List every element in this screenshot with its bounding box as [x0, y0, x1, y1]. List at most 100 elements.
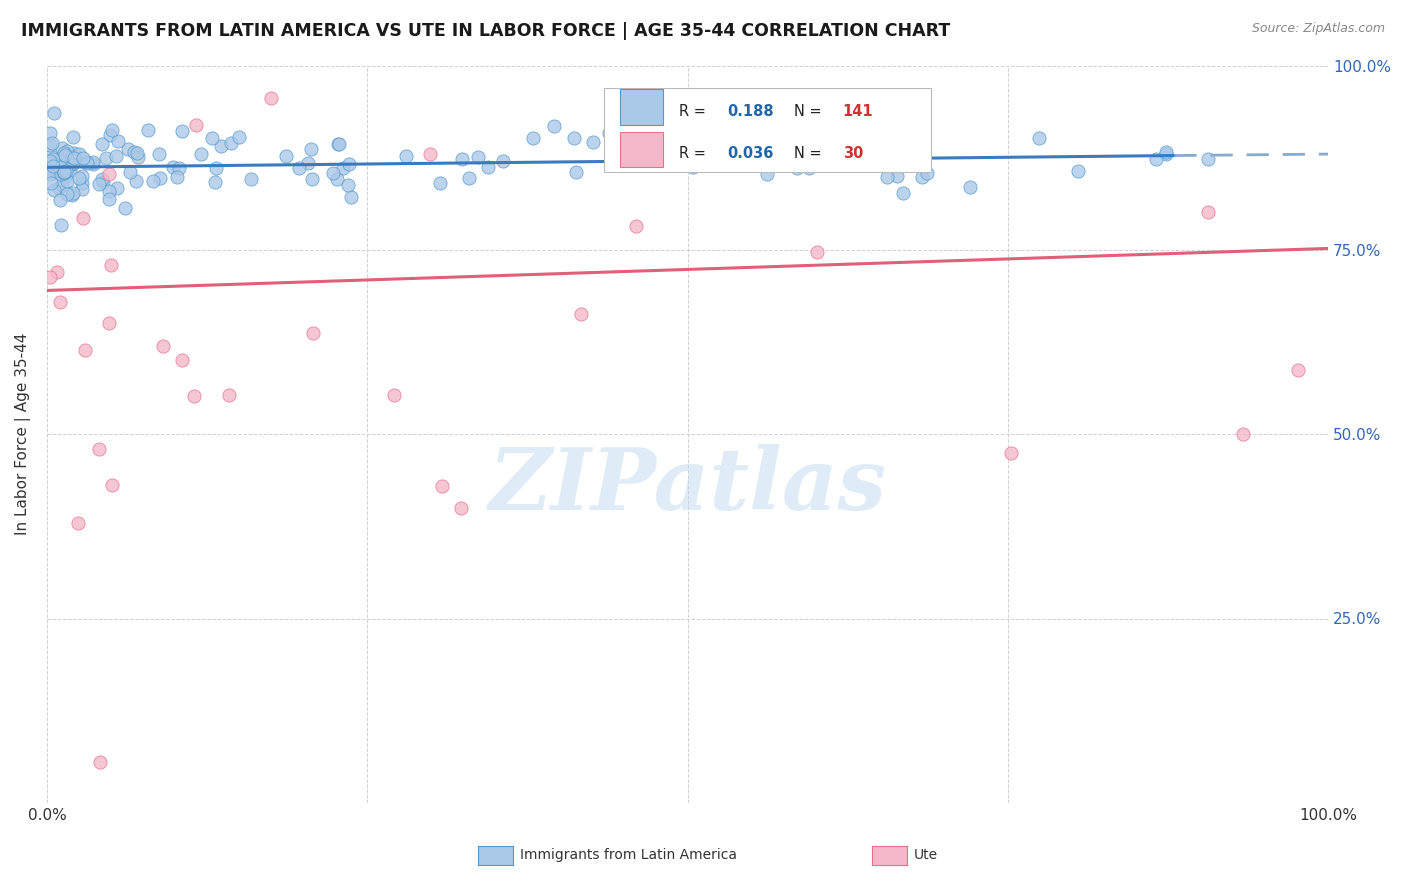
Point	[395, 149, 418, 163]
Text: N =: N =	[794, 104, 827, 119]
Point	[42, 105, 65, 120]
Point	[44, 183, 66, 197]
Point	[56, 186, 79, 201]
Point	[910, 170, 932, 185]
Point	[149, 170, 172, 185]
Point	[60, 157, 83, 171]
Point	[97, 184, 120, 198]
Text: R =: R =	[679, 104, 710, 119]
Point	[458, 171, 481, 186]
Point	[107, 134, 129, 148]
Point	[62, 186, 84, 200]
Point	[100, 258, 122, 272]
Point	[652, 141, 675, 155]
Point	[120, 165, 142, 179]
Point	[38, 162, 60, 177]
Point	[325, 172, 347, 186]
Point	[322, 166, 344, 180]
Text: 30: 30	[842, 146, 863, 161]
Point	[91, 171, 114, 186]
Point	[184, 118, 207, 132]
Point	[204, 175, 226, 189]
Point	[125, 174, 148, 188]
Point	[844, 153, 866, 168]
Text: 141: 141	[842, 104, 873, 119]
Text: ZIPatlas: ZIPatlas	[488, 444, 887, 527]
Text: 0.036: 0.036	[727, 146, 773, 161]
Point	[72, 169, 94, 183]
Point	[148, 147, 170, 161]
Point	[63, 146, 86, 161]
Point	[72, 211, 94, 225]
Point	[756, 145, 779, 160]
Point	[72, 151, 94, 165]
Bar	[620, 89, 664, 125]
Point	[44, 156, 66, 170]
Point	[39, 149, 62, 163]
Point	[42, 159, 65, 173]
Point	[162, 161, 184, 175]
Point	[38, 154, 60, 169]
Point	[1028, 131, 1050, 145]
Point	[172, 353, 194, 368]
Point	[38, 137, 60, 152]
Point	[1197, 153, 1219, 167]
Point	[105, 181, 128, 195]
Point	[42, 164, 65, 178]
Point	[52, 166, 75, 180]
Point	[219, 136, 242, 151]
Bar	[620, 132, 664, 167]
Point	[39, 168, 62, 182]
Point	[1000, 446, 1022, 460]
Point	[886, 169, 908, 184]
Point	[876, 169, 898, 184]
Point	[302, 326, 325, 340]
Point	[543, 119, 565, 133]
Point	[67, 147, 90, 161]
Point	[45, 158, 67, 172]
Point	[598, 126, 620, 140]
Point	[62, 129, 84, 144]
Point	[127, 150, 149, 164]
Point	[38, 126, 60, 140]
Point	[1197, 205, 1219, 219]
Point	[419, 146, 441, 161]
Point	[569, 307, 592, 321]
Point	[167, 161, 190, 175]
Point	[49, 218, 72, 232]
Point	[76, 155, 98, 169]
Point	[60, 150, 83, 164]
Point	[260, 91, 283, 105]
Point	[49, 193, 72, 207]
Point	[1067, 163, 1090, 178]
Point	[328, 136, 350, 151]
Point	[562, 131, 585, 145]
Point	[62, 156, 84, 170]
Point	[60, 187, 83, 202]
Point	[741, 154, 763, 169]
Point	[190, 146, 212, 161]
Point	[201, 130, 224, 145]
Point	[450, 500, 472, 515]
Point	[87, 442, 110, 456]
Point	[297, 156, 319, 170]
Point	[288, 161, 311, 175]
Point	[51, 140, 73, 154]
Point	[98, 193, 121, 207]
Point	[582, 135, 605, 149]
Point	[170, 124, 193, 138]
Point	[336, 178, 359, 193]
Y-axis label: In Labor Force | Age 35-44: In Labor Force | Age 35-44	[15, 333, 31, 535]
Point	[332, 161, 354, 175]
Point	[53, 165, 76, 179]
Text: Ute: Ute	[914, 848, 938, 863]
Point	[89, 756, 111, 770]
Point	[51, 178, 73, 192]
Point	[763, 131, 786, 145]
Text: 0.188: 0.188	[727, 104, 773, 119]
Point	[429, 176, 451, 190]
Point	[55, 144, 77, 158]
Point	[114, 201, 136, 215]
Point	[430, 479, 453, 493]
Point	[98, 128, 121, 142]
